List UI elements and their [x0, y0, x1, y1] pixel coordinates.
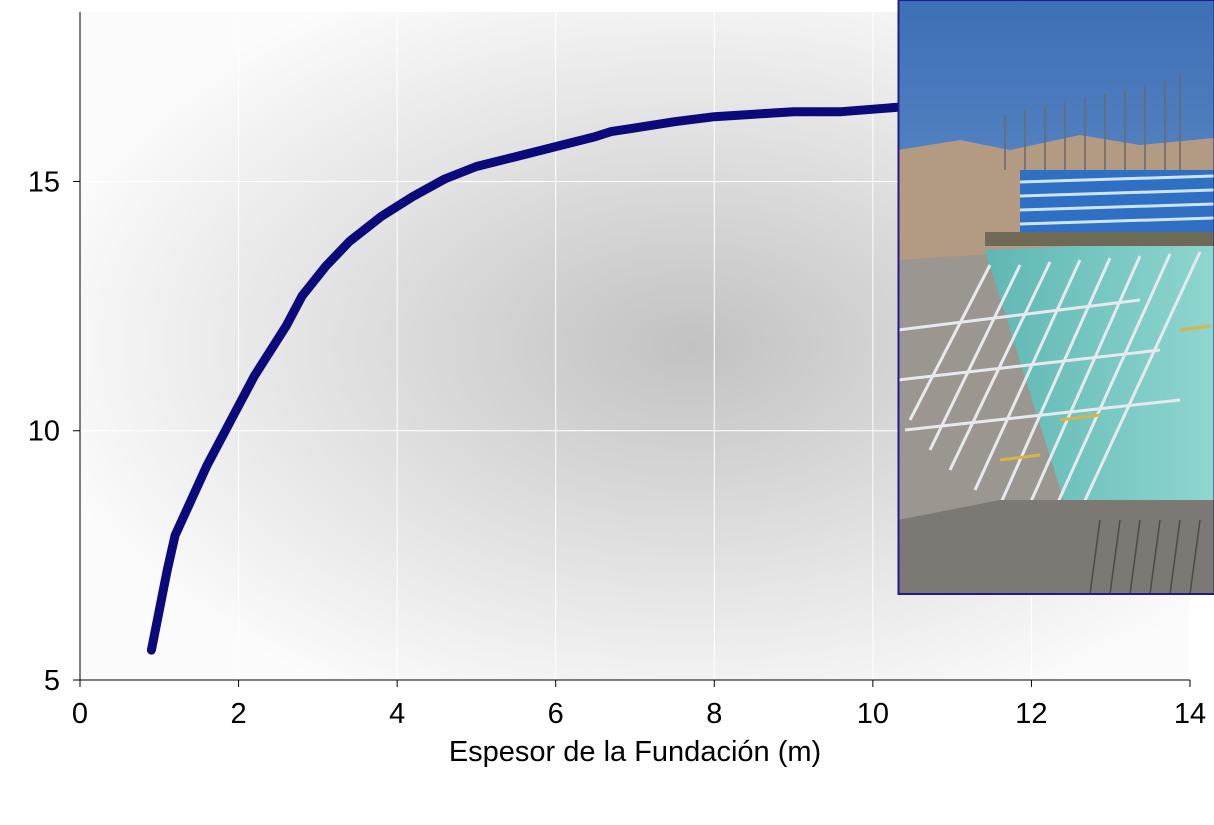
- series-line: [146, 102, 910, 655]
- x-tick-label-3: 6: [548, 698, 564, 730]
- plot-top-white: [80, 0, 380, 12]
- y-tick-label-2: 15: [28, 166, 60, 198]
- construction-site-photo: [897, 0, 1214, 595]
- x-tick-label-0: 0: [72, 698, 88, 730]
- y-tick-label-0: 5: [44, 665, 60, 697]
- x-tick-label-5: 10: [857, 698, 889, 730]
- x-tick-label-4: 8: [706, 698, 722, 730]
- axes: [73, 12, 1191, 687]
- tick-labels: 0 2 4 6 8 10 12 14 5 10 15: [28, 166, 1206, 730]
- x-tick-label-6: 12: [1015, 698, 1047, 730]
- y-tick-label-1: 10: [28, 416, 60, 448]
- x-axis-label: Espesor de la Fundación (m): [449, 736, 821, 768]
- x-tick-label-7: 14: [1174, 698, 1206, 730]
- x-tick-label-1: 2: [231, 698, 247, 730]
- x-tick-label-2: 4: [389, 698, 405, 730]
